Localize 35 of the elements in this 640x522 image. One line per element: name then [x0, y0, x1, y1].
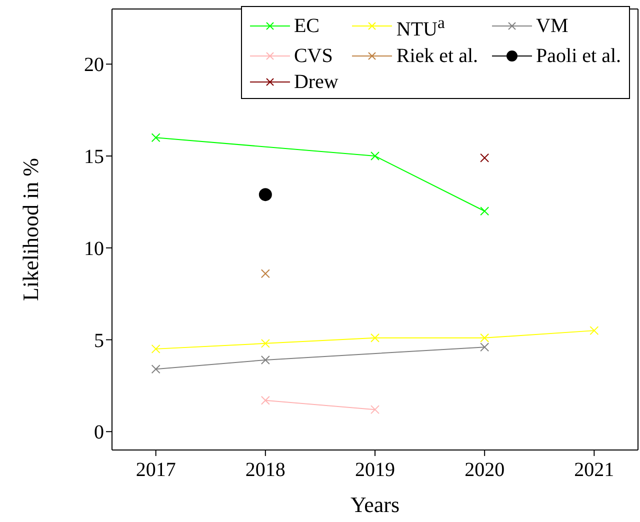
legend-label: Riek et al. [396, 44, 478, 69]
y-tick-label: 15 [84, 146, 104, 168]
x-tick-label: 2017 [136, 459, 176, 482]
point [370, 333, 380, 342]
legend-label: VM [536, 14, 568, 40]
legend-label: CVS [294, 44, 333, 69]
x-tick-label: 2021 [574, 459, 614, 482]
point [260, 355, 270, 364]
point [480, 153, 490, 162]
legend-label: NTU$^{a}$ [396, 12, 445, 43]
point [480, 342, 490, 352]
point [260, 269, 270, 278]
legend-label: Paoli et al. [536, 44, 621, 69]
point [370, 152, 380, 160]
x-tick-label: 2019 [355, 459, 395, 482]
y-axis-title: Likelihood in % [18, 158, 43, 301]
legend-label: Drew [294, 70, 338, 95]
point [151, 344, 160, 354]
x-tick-label: 2020 [464, 459, 505, 482]
point [151, 364, 160, 374]
point [370, 405, 380, 414]
y-tick-label: 10 [84, 238, 104, 260]
y-tick-label: 20 [84, 54, 104, 76]
x-tick-label: 2018 [245, 459, 286, 482]
point [590, 326, 599, 336]
point [480, 206, 490, 216]
legend-label: EC [294, 14, 320, 40]
x-axis-title: Years [350, 492, 400, 517]
point [260, 396, 270, 405]
point [480, 333, 490, 342]
point [151, 133, 160, 142]
point [260, 338, 270, 348]
y-tick-label: 5 [94, 330, 104, 352]
y-tick-label: 0 [94, 422, 104, 444]
point [258, 188, 272, 202]
